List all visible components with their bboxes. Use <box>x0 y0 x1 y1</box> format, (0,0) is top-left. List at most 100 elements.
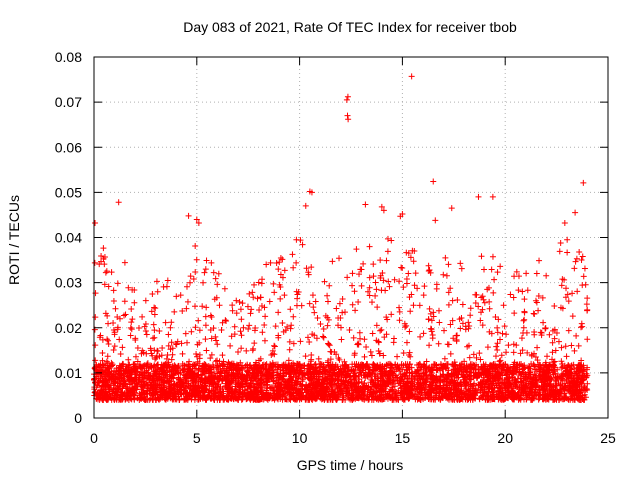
data-point <box>477 317 484 324</box>
data-point <box>558 344 565 351</box>
data-point <box>324 298 331 305</box>
data-point <box>306 339 313 346</box>
data-point <box>375 338 382 345</box>
data-point <box>520 317 527 324</box>
data-point <box>238 332 245 339</box>
data-point <box>467 312 474 319</box>
data-point <box>184 298 191 305</box>
data-point <box>148 382 155 389</box>
data-point <box>202 336 209 343</box>
data-point <box>384 235 391 242</box>
data-point <box>268 384 275 391</box>
data-point <box>571 265 578 272</box>
data-point <box>388 311 395 318</box>
data-point <box>206 365 213 372</box>
data-point <box>579 282 586 289</box>
data-point <box>386 388 393 395</box>
data-point <box>414 285 421 292</box>
data-point <box>463 362 470 369</box>
data-point <box>183 385 190 392</box>
data-point <box>258 395 265 402</box>
data-point <box>273 366 280 373</box>
data-point <box>123 363 130 370</box>
data-point <box>447 321 454 328</box>
data-point <box>523 270 530 277</box>
data-point <box>313 335 320 342</box>
data-point <box>214 281 221 288</box>
data-point <box>104 337 111 344</box>
data-point <box>92 290 99 297</box>
data-point <box>520 324 527 331</box>
data-point <box>187 279 193 286</box>
data-point <box>390 335 397 342</box>
data-point <box>481 364 488 371</box>
data-point <box>417 333 424 340</box>
data-point <box>366 292 373 299</box>
data-point <box>346 373 353 380</box>
data-point <box>192 268 199 275</box>
data-point <box>184 339 191 346</box>
data-point <box>370 366 377 373</box>
data-point <box>249 370 256 377</box>
data-point <box>400 350 407 357</box>
data-point <box>249 347 256 354</box>
data-point <box>384 248 391 255</box>
data-point <box>210 269 217 276</box>
data-point <box>261 321 268 328</box>
data-point <box>294 291 301 298</box>
data-point <box>396 278 403 285</box>
data-point <box>426 388 433 395</box>
data-point <box>423 358 430 365</box>
data-point <box>564 291 571 298</box>
data-point <box>497 263 504 270</box>
data-point <box>432 389 439 396</box>
data-point <box>315 377 322 384</box>
data-point <box>243 380 250 387</box>
data-point <box>255 279 262 286</box>
data-point <box>385 278 392 285</box>
data-point <box>554 389 561 396</box>
data-point <box>289 381 296 388</box>
data-point <box>125 386 132 393</box>
data-point <box>160 378 167 385</box>
data-point <box>358 266 365 273</box>
data-point <box>164 351 171 358</box>
data-point <box>236 386 243 393</box>
data-point <box>435 307 442 314</box>
data-point <box>277 254 284 261</box>
data-point <box>275 374 282 381</box>
data-point <box>440 271 447 278</box>
data-point <box>150 321 157 328</box>
data-point <box>136 372 143 379</box>
data-point <box>364 363 371 370</box>
data-point <box>232 383 239 390</box>
data-point <box>445 341 452 348</box>
data-point <box>118 371 125 378</box>
data-point <box>219 375 226 382</box>
data-point <box>131 396 138 403</box>
data-point <box>450 335 457 342</box>
data-point <box>314 315 321 322</box>
data-point <box>540 319 547 326</box>
data-point <box>382 391 389 398</box>
data-point <box>244 303 251 310</box>
data-point <box>263 378 270 385</box>
data-point <box>202 362 209 369</box>
data-point <box>584 336 591 343</box>
data-point <box>215 270 222 277</box>
data-point <box>249 289 256 296</box>
data-point <box>245 326 252 333</box>
data-point <box>533 299 540 306</box>
data-point <box>229 302 236 309</box>
data-point <box>581 265 588 272</box>
data-point <box>257 355 264 362</box>
data-point <box>168 319 175 326</box>
data-point <box>469 385 476 392</box>
data-point <box>165 361 172 368</box>
data-point <box>228 333 235 340</box>
data-point <box>107 394 114 401</box>
data-point <box>532 372 539 379</box>
data-point <box>293 259 300 266</box>
data-point <box>340 394 347 401</box>
data-point <box>132 362 139 369</box>
